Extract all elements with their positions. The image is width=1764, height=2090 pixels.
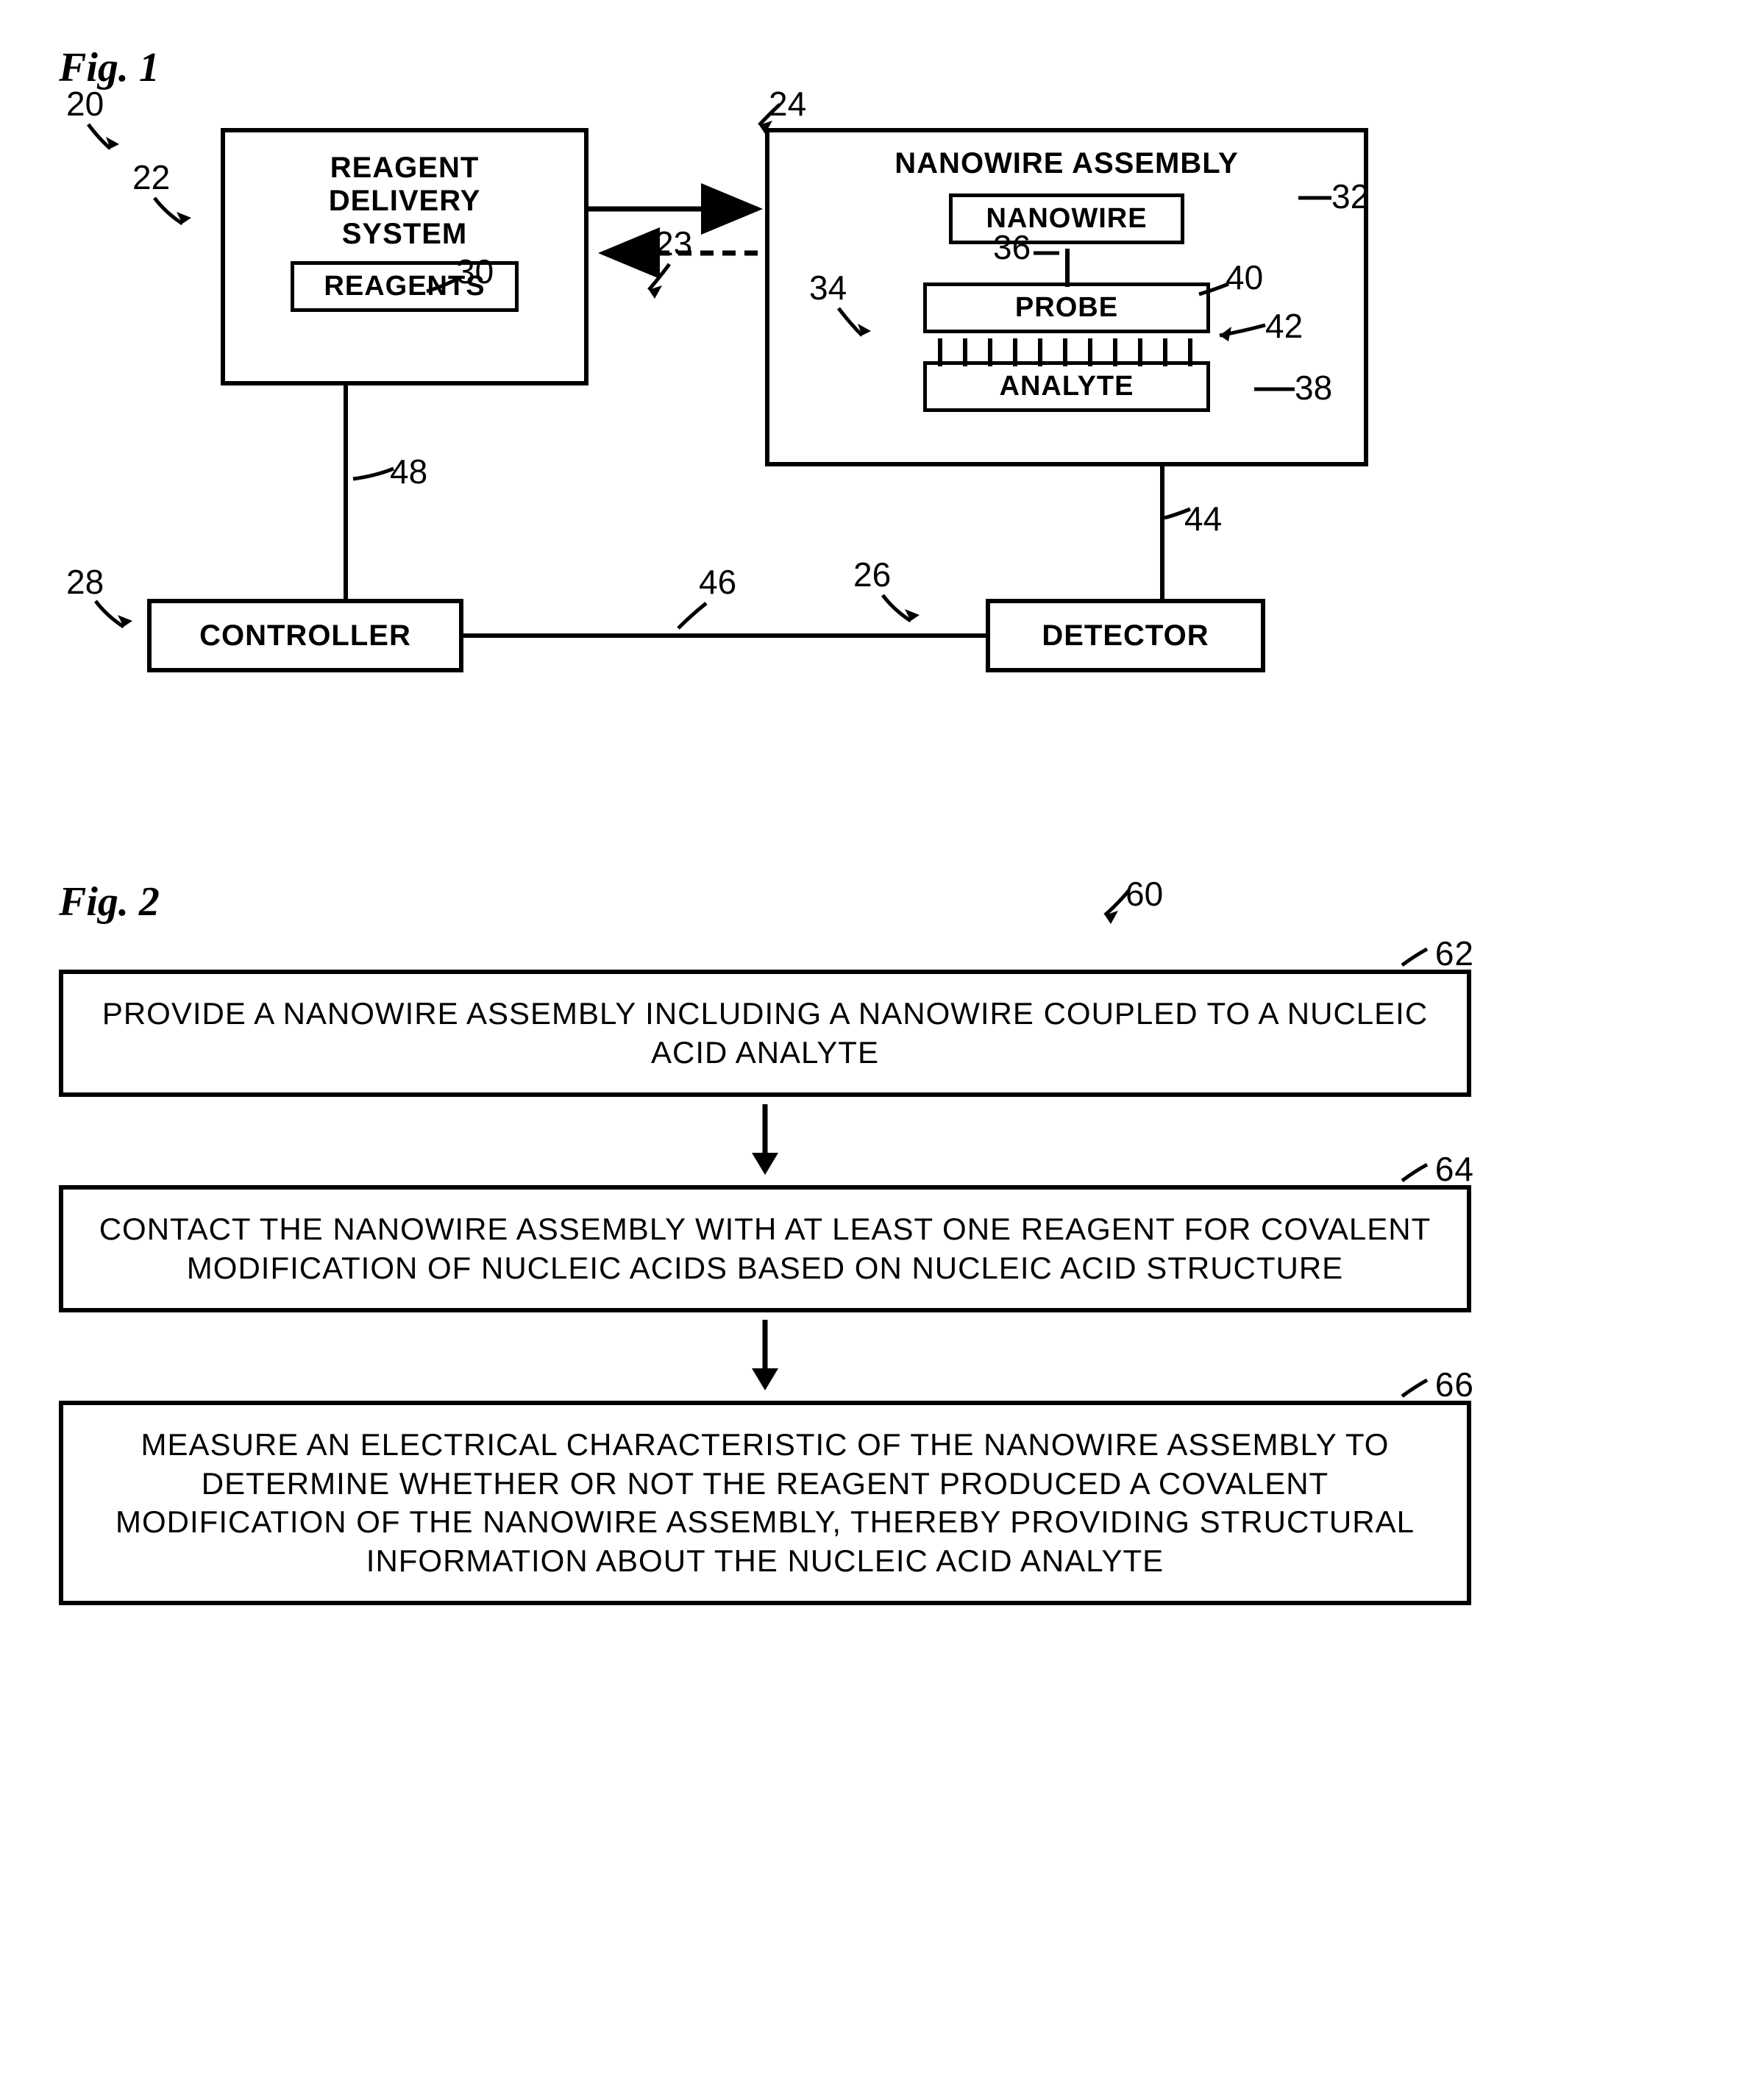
fig1: Fig. 1 REAGENT DELIVERY SYSTEM REAGENTS … — [59, 44, 1705, 731]
arc-46 — [669, 599, 714, 636]
arc-66 — [1398, 1376, 1434, 1405]
arrow-2-3 — [59, 1320, 1471, 1393]
arc-38 — [1251, 378, 1295, 400]
step-2-text: CONTACT THE NANOWIRE ASSEMBLY WITH AT LE… — [99, 1212, 1432, 1285]
fig2: Fig. 2 60 62 PROVIDE A NANOWIRE ASSEMBLY… — [59, 878, 1705, 1605]
ref-28: 28 — [66, 562, 104, 602]
arc-62 — [1398, 945, 1434, 974]
step-1-text: PROVIDE A NANOWIRE ASSEMBLY INCLUDING A … — [102, 996, 1428, 1070]
arc-28 — [74, 597, 132, 641]
arc-48 — [349, 463, 401, 492]
arc-26 — [861, 591, 920, 636]
arc-42 — [1214, 318, 1273, 347]
arc-44 — [1161, 503, 1198, 533]
arrows-23 — [59, 106, 1383, 731]
ref-36: 36 — [993, 227, 1031, 267]
ref-64: 64 — [1435, 1148, 1474, 1191]
ref-26: 26 — [853, 555, 891, 594]
ref-46: 46 — [699, 562, 736, 602]
arc-34 — [817, 305, 875, 349]
ref-38: 38 — [1295, 368, 1332, 408]
fig2-canvas: 62 PROVIDE A NANOWIRE ASSEMBLY INCLUDING… — [59, 970, 1471, 1605]
ref-23: 23 — [655, 224, 692, 263]
arrow-1-2 — [59, 1104, 1471, 1178]
ref-34: 34 — [809, 268, 847, 308]
arc-40 — [1192, 278, 1236, 308]
arc-22 — [132, 194, 199, 238]
arc-24 — [743, 91, 802, 135]
ref-66: 66 — [1435, 1364, 1474, 1407]
step-1: 62 PROVIDE A NANOWIRE ASSEMBLY INCLUDING… — [59, 970, 1471, 1097]
arc-30 — [419, 274, 471, 303]
arc-23 — [640, 260, 699, 305]
arc-60 — [1089, 883, 1140, 920]
ref-22: 22 — [132, 157, 170, 197]
ref-20: 20 — [66, 84, 104, 124]
arc-36 — [1030, 246, 1067, 268]
arc-64 — [1398, 1160, 1434, 1190]
fig1-label: Fig. 1 — [59, 44, 1705, 91]
fig2-label: Fig. 2 — [59, 878, 160, 925]
step-2: 64 CONTACT THE NANOWIRE ASSEMBLY WITH AT… — [59, 1185, 1471, 1312]
fig1-canvas: REAGENT DELIVERY SYSTEM REAGENTS NANOWIR… — [59, 106, 1383, 731]
step-3-text: MEASURE AN ELECTRICAL CHARACTERISTIC OF … — [115, 1427, 1415, 1578]
ref-62: 62 — [1435, 933, 1474, 975]
arc-20 — [66, 121, 125, 165]
step-3: 66 MEASURE AN ELECTRICAL CHARACTERISTIC … — [59, 1401, 1471, 1605]
arc-32 — [1295, 187, 1339, 216]
